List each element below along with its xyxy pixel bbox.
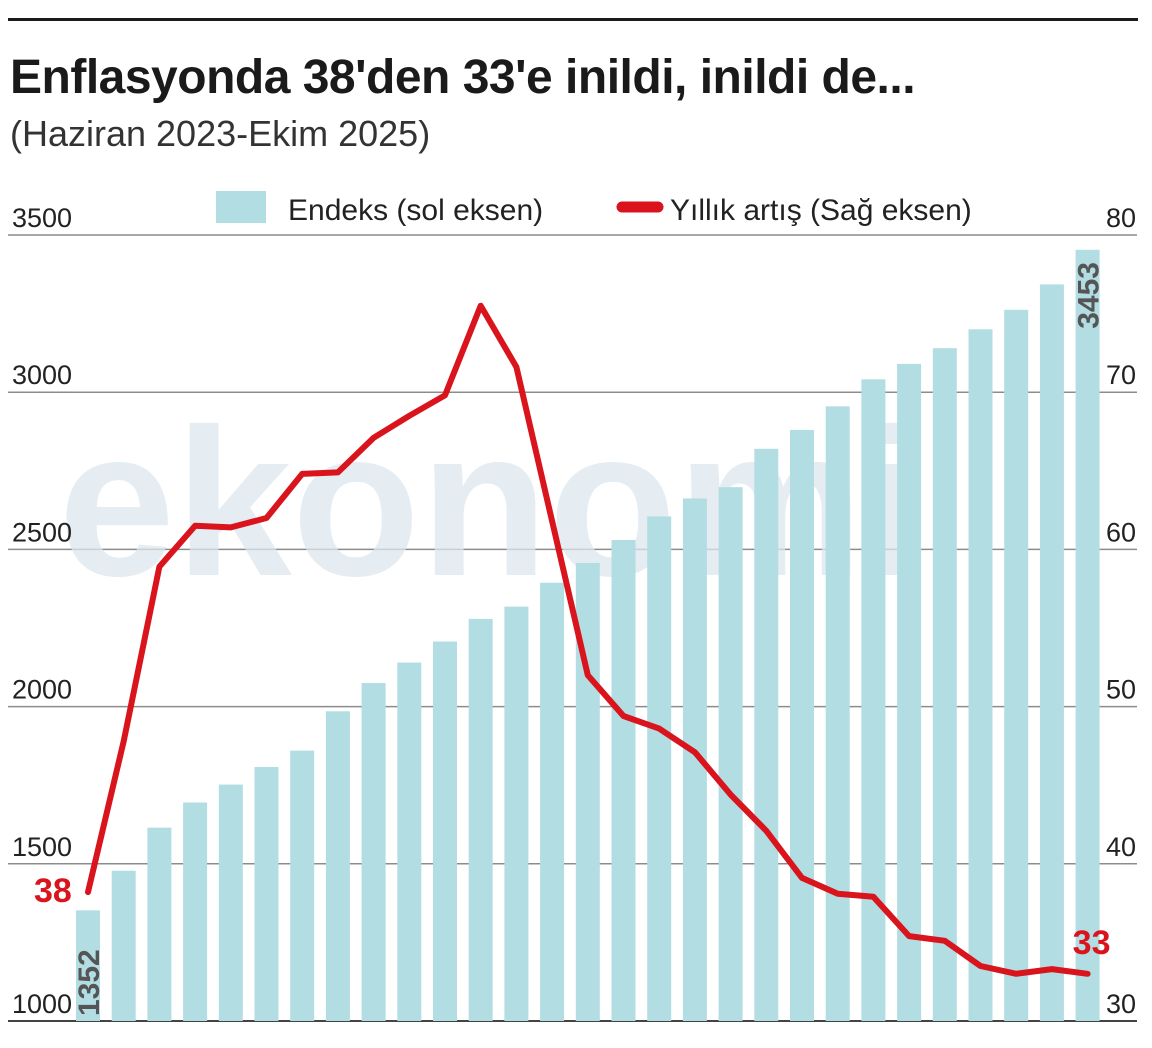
bar xyxy=(1075,249,1100,1021)
bar xyxy=(76,910,100,1021)
chart-subtitle: (Haziran 2023-Ekim 2025) xyxy=(10,113,431,154)
bar xyxy=(468,618,493,1021)
bar xyxy=(790,429,814,1022)
legend-label-line: Yıllık artış (Sağ eksen) xyxy=(670,194,972,227)
y-right-tick-label: 70 xyxy=(1106,360,1136,390)
y-left-tick-label: 3000 xyxy=(12,360,72,390)
bar xyxy=(897,363,922,1021)
y-right-tick-label: 40 xyxy=(1106,832,1136,862)
legend-label-bar: Endeks (sol eksen) xyxy=(288,194,543,227)
axes: 1000 1500 2000 2500 3000 3500 30 40 50 60 70 80 xyxy=(12,203,1136,1019)
gridlines xyxy=(8,234,1137,1022)
bar xyxy=(968,329,993,1021)
bar xyxy=(540,582,565,1021)
bar xyxy=(183,802,208,1021)
y-left-tick-label: 2500 xyxy=(12,517,72,547)
bar xyxy=(111,870,136,1021)
bar xyxy=(1004,309,1029,1021)
line-label-first: 38 xyxy=(34,872,72,910)
bar-label-last: 3453 xyxy=(1073,262,1106,329)
y-right-tick-label: 80 xyxy=(1106,203,1136,233)
legend: Endeks (sol eksen) Yıllık artış (Sağ ekse… xyxy=(216,191,972,227)
bar xyxy=(825,406,850,1021)
chart-title: Enflasyonda 38'den 33'e inildi, inildi d… xyxy=(10,51,916,104)
bar-series xyxy=(76,249,1100,1022)
legend-swatch-bar xyxy=(216,191,266,223)
bar xyxy=(361,683,386,1021)
bar xyxy=(504,606,529,1021)
y-left-tick-label: 3500 xyxy=(12,203,72,233)
line-series-path xyxy=(85,302,1091,977)
bar xyxy=(218,784,243,1021)
y-left-tick-label: 1500 xyxy=(12,832,72,862)
y-right-tick-label: 50 xyxy=(1106,675,1136,705)
bar xyxy=(611,539,636,1021)
bar xyxy=(290,750,315,1021)
bar xyxy=(932,348,957,1022)
bar xyxy=(754,448,779,1021)
bar xyxy=(147,827,172,1021)
bar xyxy=(397,662,422,1021)
line-series xyxy=(85,302,1091,977)
bar-label-first: 1352 xyxy=(73,949,106,1016)
bar xyxy=(718,487,743,1021)
top-rule xyxy=(8,18,1138,21)
bar xyxy=(325,711,350,1021)
bar xyxy=(861,379,886,1022)
data-labels: 1352 3453 38 33 xyxy=(34,262,1111,1016)
bar xyxy=(1039,284,1064,1021)
bar xyxy=(254,766,279,1021)
bar xyxy=(433,641,457,1021)
y-left-tick-label: 1000 xyxy=(12,989,72,1019)
y-left-tick-label: 2000 xyxy=(12,675,72,705)
line-label-last: 33 xyxy=(1073,924,1111,962)
y-right-tick-label: 60 xyxy=(1106,517,1136,547)
y-right-tick-label: 30 xyxy=(1106,989,1136,1019)
bar xyxy=(647,516,672,1021)
